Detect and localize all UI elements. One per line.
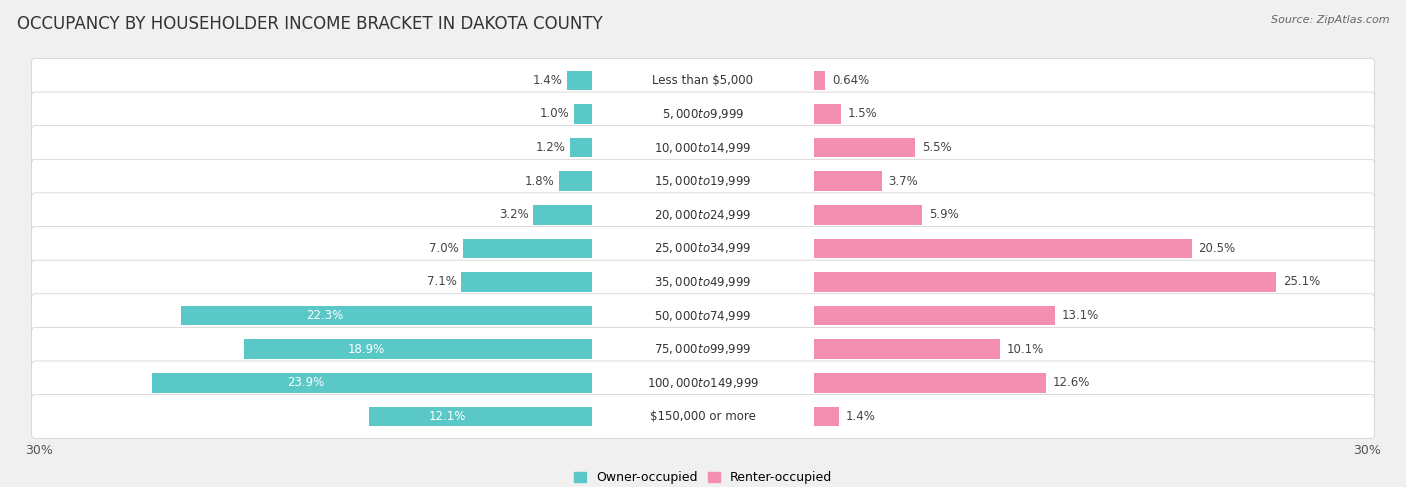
FancyBboxPatch shape	[31, 226, 1375, 270]
Bar	[461, 272, 592, 292]
Text: $35,000 to $49,999: $35,000 to $49,999	[654, 275, 752, 289]
Text: 1.8%: 1.8%	[524, 175, 555, 187]
Text: $150,000 or more: $150,000 or more	[650, 410, 756, 423]
Bar	[814, 171, 882, 191]
Bar	[152, 373, 592, 393]
Bar	[464, 239, 592, 258]
Text: 7.1%: 7.1%	[427, 276, 457, 288]
Text: 7.0%: 7.0%	[429, 242, 458, 255]
Bar	[243, 339, 592, 359]
Text: $20,000 to $24,999: $20,000 to $24,999	[654, 208, 752, 222]
Text: 1.4%: 1.4%	[533, 74, 562, 87]
Text: $5,000 to $9,999: $5,000 to $9,999	[662, 107, 744, 121]
Bar	[370, 407, 592, 426]
FancyBboxPatch shape	[31, 294, 1375, 337]
Text: 1.2%: 1.2%	[536, 141, 565, 154]
Text: 1.5%: 1.5%	[848, 108, 877, 120]
Text: 18.9%: 18.9%	[347, 343, 384, 356]
Text: 1.4%: 1.4%	[846, 410, 876, 423]
Bar	[814, 407, 839, 426]
Text: 5.9%: 5.9%	[929, 208, 959, 221]
Bar	[814, 272, 1277, 292]
Text: 3.7%: 3.7%	[889, 175, 918, 187]
Bar	[814, 104, 841, 124]
Legend: Owner-occupied, Renter-occupied: Owner-occupied, Renter-occupied	[568, 466, 838, 487]
FancyBboxPatch shape	[31, 394, 1375, 438]
Bar	[571, 138, 592, 157]
FancyBboxPatch shape	[31, 126, 1375, 169]
Text: $25,000 to $34,999: $25,000 to $34,999	[654, 242, 752, 255]
Text: 20.5%: 20.5%	[1198, 242, 1236, 255]
Bar	[814, 71, 825, 90]
FancyBboxPatch shape	[31, 58, 1375, 102]
Text: 23.9%: 23.9%	[287, 376, 325, 389]
FancyBboxPatch shape	[31, 327, 1375, 371]
Text: 12.1%: 12.1%	[429, 410, 465, 423]
Text: 10.1%: 10.1%	[1007, 343, 1043, 356]
Bar	[814, 239, 1192, 258]
Text: $50,000 to $74,999: $50,000 to $74,999	[654, 309, 752, 322]
Bar	[814, 373, 1046, 393]
Text: $10,000 to $14,999: $10,000 to $14,999	[654, 141, 752, 154]
Bar	[814, 138, 915, 157]
Text: $100,000 to $149,999: $100,000 to $149,999	[647, 376, 759, 390]
FancyBboxPatch shape	[31, 159, 1375, 203]
Text: 13.1%: 13.1%	[1062, 309, 1099, 322]
Bar	[814, 306, 1054, 325]
Text: 3.2%: 3.2%	[499, 208, 529, 221]
Bar	[567, 71, 592, 90]
Bar	[533, 205, 592, 225]
FancyBboxPatch shape	[31, 361, 1375, 405]
Bar	[814, 339, 1000, 359]
Text: 1.0%: 1.0%	[540, 108, 569, 120]
Text: Less than $5,000: Less than $5,000	[652, 74, 754, 87]
Text: 12.6%: 12.6%	[1053, 376, 1090, 389]
FancyBboxPatch shape	[31, 92, 1375, 136]
Text: $75,000 to $99,999: $75,000 to $99,999	[654, 342, 752, 356]
Text: Source: ZipAtlas.com: Source: ZipAtlas.com	[1271, 15, 1389, 25]
Bar	[574, 104, 592, 124]
FancyBboxPatch shape	[31, 260, 1375, 304]
Bar	[181, 306, 592, 325]
FancyBboxPatch shape	[31, 193, 1375, 237]
Text: OCCUPANCY BY HOUSEHOLDER INCOME BRACKET IN DAKOTA COUNTY: OCCUPANCY BY HOUSEHOLDER INCOME BRACKET …	[17, 15, 603, 33]
Text: $15,000 to $19,999: $15,000 to $19,999	[654, 174, 752, 188]
Text: 0.64%: 0.64%	[832, 74, 869, 87]
Text: 5.5%: 5.5%	[922, 141, 952, 154]
Text: 22.3%: 22.3%	[307, 309, 343, 322]
Bar	[814, 205, 922, 225]
Text: 25.1%: 25.1%	[1284, 276, 1320, 288]
Bar	[560, 171, 592, 191]
